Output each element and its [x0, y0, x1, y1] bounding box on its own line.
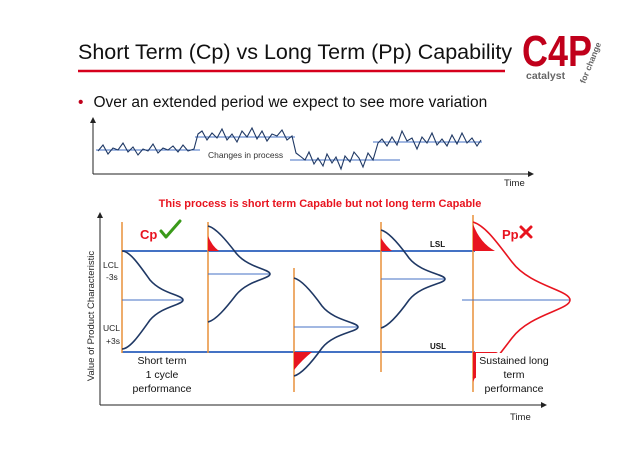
- capability-statement: This process is short term Capable but n…: [159, 198, 482, 210]
- bell-curve-4: [380, 229, 446, 329]
- short-term-line1: Short term: [137, 355, 186, 367]
- bullet-text: Over an extended period we expect to see…: [93, 94, 488, 111]
- cp-label: Cp: [140, 227, 157, 242]
- ucl-label: UCL: [103, 323, 120, 333]
- short-term-line2: 1 cycle: [146, 369, 179, 381]
- long-term-caption-bg: [476, 353, 566, 397]
- main-time-label: Time: [510, 412, 531, 423]
- bell-curve-1: [121, 250, 184, 350]
- bell-curve-long: [472, 221, 571, 379]
- main-x-arrow: [541, 402, 547, 408]
- short-term-caption: Short term 1 cycle performance: [120, 353, 210, 397]
- main-y-arrow: [97, 212, 103, 218]
- pp-label: Pp: [502, 227, 519, 242]
- distribution-cycle-3: [293, 268, 359, 392]
- distribution-cycle-2: [207, 222, 271, 372]
- long-term-line1: Sustained long: [479, 355, 549, 367]
- lcl-sigma: -3s: [106, 272, 118, 282]
- tail-area-3: [294, 352, 312, 370]
- long-term-caption: Sustained long term performance: [476, 353, 566, 397]
- usl-label: USL: [430, 342, 446, 351]
- top-variation-chart: Changes in process Time: [90, 117, 534, 189]
- lcl-label: LCL: [103, 260, 119, 270]
- top-time-label: Time: [504, 178, 525, 189]
- ucl-sigma: +3s: [106, 336, 120, 346]
- cross-icon: [519, 225, 533, 239]
- bell-curve-3: [293, 277, 359, 377]
- top-x-arrow: [528, 171, 534, 177]
- c4p-logo: C4P catalyst for change: [522, 27, 603, 85]
- top-y-arrow: [90, 117, 96, 123]
- logo-brand: catalyst: [526, 70, 566, 82]
- long-term-line3: performance: [485, 383, 544, 395]
- tail-area-2: [208, 236, 219, 251]
- changes-in-process-label: Changes in process: [208, 150, 283, 160]
- distribution-cycle-1: [121, 222, 184, 372]
- distribution-cycle-4: [380, 222, 446, 372]
- bullet-point: • Over an extended period we expect to se…: [78, 94, 487, 112]
- y-axis-label: Value of Product Characteristic: [86, 251, 97, 381]
- short-term-caption-bg: [120, 353, 210, 397]
- lsl-label: LSL: [430, 240, 445, 249]
- bullet-icon: •: [78, 94, 84, 111]
- main-capability-chart: Value of Product Characteristic Time LSL…: [86, 212, 571, 423]
- bell-curve-2: [207, 225, 271, 323]
- long-tail-upper: [462, 224, 495, 251]
- check-icon: [159, 219, 182, 239]
- tail-area-4: [381, 238, 392, 251]
- short-term-line3: performance: [133, 383, 192, 395]
- logo-mark: C4P: [522, 27, 592, 76]
- slide-title: Short Term (Cp) vs Long Term (Pp) Capabi…: [78, 40, 513, 64]
- long-term-line2: term: [504, 369, 525, 381]
- process-trace: [97, 126, 482, 171]
- annotation-box: [205, 148, 287, 161]
